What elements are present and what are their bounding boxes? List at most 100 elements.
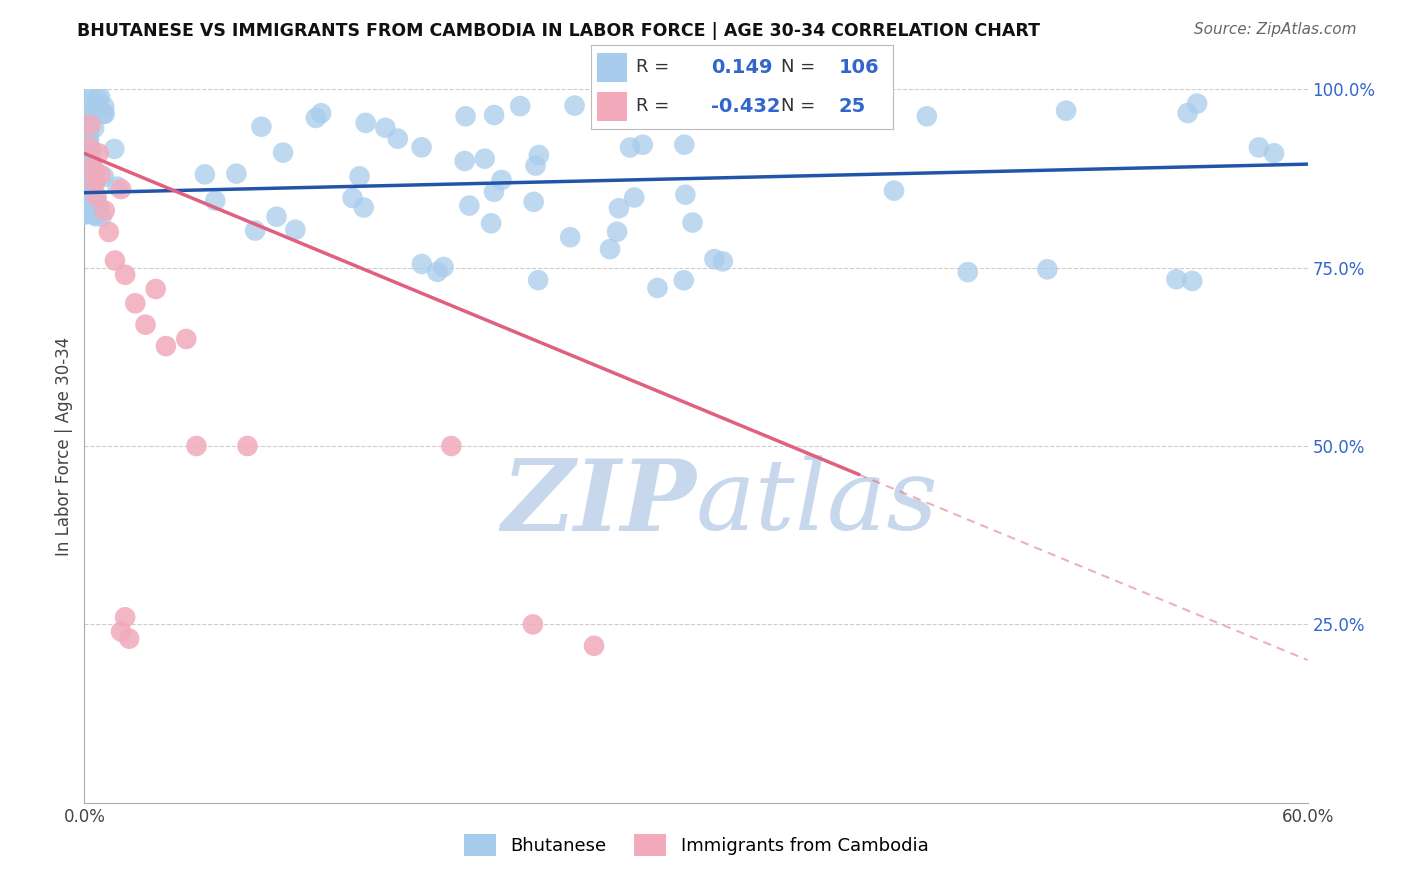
Bar: [596, 92, 627, 120]
Point: [583, 639, 606, 653]
Point: [915, 109, 938, 123]
Point: [76, 205, 98, 219]
Point: [186, 439, 208, 453]
Point: [619, 140, 641, 154]
Point: [305, 111, 328, 125]
Point: [1263, 146, 1285, 161]
Text: 0.149: 0.149: [711, 58, 773, 77]
Point: [560, 230, 582, 244]
Point: [204, 194, 226, 208]
Point: [77, 135, 100, 149]
Point: [225, 167, 247, 181]
Point: [742, 108, 765, 122]
Point: [527, 273, 550, 287]
Point: [387, 131, 409, 145]
Point: [79, 94, 101, 108]
Point: [509, 99, 531, 113]
Point: [309, 106, 332, 120]
Point: [73, 208, 96, 222]
Point: [236, 439, 259, 453]
Point: [84, 176, 107, 190]
Point: [82, 161, 104, 175]
Point: [527, 148, 550, 162]
Point: [453, 153, 475, 168]
Point: [93, 99, 115, 113]
Point: [75, 175, 97, 189]
Point: [606, 225, 628, 239]
Point: [522, 617, 544, 632]
Text: atlas: atlas: [696, 456, 939, 550]
Text: N =: N =: [780, 59, 815, 77]
Point: [114, 610, 136, 624]
Point: [374, 120, 396, 135]
Point: [87, 146, 110, 161]
Point: [1166, 272, 1188, 286]
Text: ZIP: ZIP: [501, 455, 696, 551]
Point: [440, 439, 463, 453]
Point: [271, 145, 294, 160]
Point: [124, 296, 146, 310]
Point: [135, 318, 157, 332]
Point: [110, 182, 132, 196]
Point: [599, 242, 621, 256]
Point: [104, 253, 127, 268]
Text: 25: 25: [838, 97, 866, 116]
Point: [647, 281, 669, 295]
Point: [673, 137, 696, 152]
Point: [86, 195, 108, 210]
Point: [672, 273, 695, 287]
Point: [523, 194, 546, 209]
Point: [703, 252, 725, 266]
Point: [682, 215, 704, 229]
Point: [77, 132, 100, 146]
Point: [956, 265, 979, 279]
Point: [110, 624, 132, 639]
Point: [479, 216, 502, 230]
Point: [458, 198, 481, 212]
Point: [353, 201, 375, 215]
Point: [711, 254, 734, 268]
Point: [93, 169, 115, 184]
Point: [1185, 96, 1208, 111]
Point: [482, 108, 505, 122]
Point: [87, 92, 110, 106]
Point: [93, 107, 115, 121]
Point: [564, 98, 586, 112]
Text: N =: N =: [780, 97, 815, 115]
Point: [1054, 103, 1077, 118]
Point: [883, 184, 905, 198]
Point: [1247, 140, 1270, 154]
Point: [266, 210, 288, 224]
Point: [107, 179, 129, 194]
Point: [524, 159, 547, 173]
Text: R =: R =: [636, 97, 669, 115]
Point: [673, 187, 696, 202]
Point: [93, 203, 115, 218]
Point: [73, 83, 96, 97]
Point: [76, 157, 98, 171]
Point: [79, 118, 101, 132]
Bar: [596, 54, 627, 82]
Text: 106: 106: [838, 58, 879, 77]
Point: [76, 152, 98, 166]
Point: [174, 332, 197, 346]
Point: [354, 116, 377, 130]
Point: [474, 152, 496, 166]
Point: [80, 156, 103, 170]
Point: [426, 265, 449, 279]
Point: [349, 169, 371, 184]
Point: [89, 90, 111, 104]
Point: [76, 103, 98, 118]
Point: [194, 167, 217, 181]
Point: [75, 112, 97, 126]
Point: [89, 202, 111, 216]
Point: [90, 210, 112, 224]
Point: [250, 120, 273, 134]
Point: [638, 98, 661, 112]
Text: Source: ZipAtlas.com: Source: ZipAtlas.com: [1194, 22, 1357, 37]
Point: [75, 194, 97, 208]
Point: [114, 268, 136, 282]
Point: [491, 173, 513, 187]
Point: [482, 185, 505, 199]
Point: [76, 202, 98, 217]
